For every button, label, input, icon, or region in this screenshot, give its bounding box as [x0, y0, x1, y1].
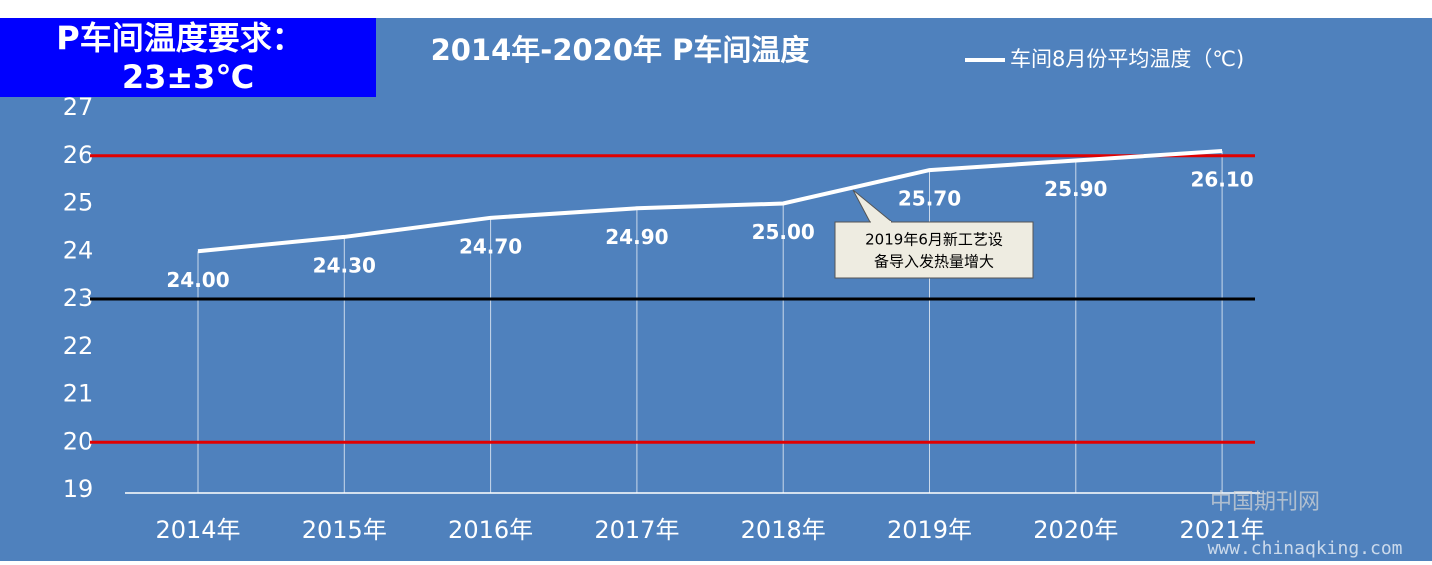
badge-line: 23±3℃ — [122, 58, 254, 96]
data-label: 24.70 — [459, 234, 522, 258]
data-label: 24.00 — [166, 268, 229, 292]
badge-line: P车间温度要求： — [56, 19, 303, 57]
y-tick-label: 22 — [63, 332, 94, 360]
badge-box — [0, 18, 376, 97]
background — [0, 18, 1432, 561]
x-tick-label: 2015年 — [302, 516, 387, 544]
x-tick-label: 2021年 — [1180, 516, 1265, 544]
data-label: 26.10 — [1190, 167, 1253, 191]
data-label: 24.30 — [313, 253, 376, 277]
annotation-box — [834, 189, 1034, 279]
y-tick-label: 26 — [63, 141, 94, 169]
annotation-text: 备导入发热量增大 — [874, 253, 994, 271]
watermark: www.chinaqking.com — [1207, 538, 1402, 559]
data-label: 25.00 — [752, 220, 815, 244]
y-tick-label: 25 — [63, 189, 94, 217]
y-tick-label: 27 — [63, 93, 94, 121]
data-label: 25.90 — [1044, 177, 1107, 201]
data-line — [197, 148, 1223, 254]
y-tick-label: 21 — [63, 380, 94, 408]
y-tick-label: 24 — [63, 236, 94, 264]
x-tick-label: 2017年 — [594, 516, 679, 544]
data-label: 24.90 — [605, 225, 668, 249]
annotation-joint — [871, 221, 891, 224]
plot: 19 20 21 22 23 24 25 26 27 24.00 24.30 24.70 24.90 25… — [63, 93, 1265, 544]
x-tick-label: 2018年 — [741, 516, 826, 544]
y-tick-label: 20 — [63, 427, 94, 455]
x-tick-label: 2014年 — [155, 516, 240, 544]
x-tick-label: 2019年 — [887, 516, 972, 544]
chart-title: 2014年-2020年 P车间温度 — [431, 33, 810, 67]
legend-label: 车间8月份平均温度（℃) — [1010, 47, 1244, 71]
data-label: 25.70 — [898, 187, 961, 211]
x-tick-label: 2016年 — [448, 516, 533, 544]
annotation-text: 2019年6月新工艺设 — [865, 231, 1003, 249]
watermark: 中国期刊网 — [1210, 490, 1320, 515]
y-tick-label: 23 — [63, 284, 94, 312]
x-tick-label: 2020年 — [1033, 516, 1118, 544]
y-tick-label: 19 — [63, 475, 94, 503]
